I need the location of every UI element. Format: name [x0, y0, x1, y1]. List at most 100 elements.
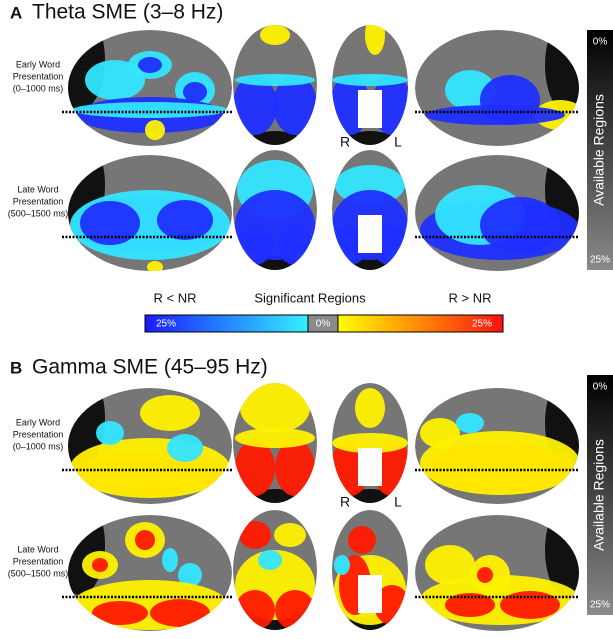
activation [235, 428, 315, 448]
brain-row: Late Word Presentation (500–1500 ms) R L [8, 494, 579, 631]
panel-letter: B [10, 358, 22, 377]
warm-bar [337, 314, 504, 333]
activation [96, 421, 124, 445]
brain-row: Early Word Presentation (0–1000 ms) [13, 383, 579, 504]
activation [334, 555, 350, 575]
row-label: Late Word [17, 184, 58, 194]
activation [240, 383, 310, 433]
activation [274, 523, 306, 547]
brain-view [332, 510, 408, 630]
activation [480, 197, 560, 253]
available-bottom: 25% [590, 600, 610, 611]
activation [348, 526, 376, 554]
activation [167, 434, 203, 462]
brain-view [233, 510, 317, 630]
shadow [340, 131, 400, 145]
activation [275, 440, 315, 496]
legend-center: Significant Regions [254, 290, 366, 305]
activation [445, 593, 495, 617]
activation [178, 563, 202, 587]
brain-view [68, 515, 232, 631]
available-top: 0% [593, 382, 608, 393]
activation [477, 567, 493, 583]
brain-row: Early Word Presentation (0–1000 ms) [13, 25, 579, 146]
activation [258, 550, 282, 570]
brain-view [233, 383, 317, 503]
activation [500, 591, 560, 619]
activation [235, 590, 275, 630]
activation [140, 395, 200, 431]
activation [80, 201, 140, 245]
available-label: Available Regions [591, 94, 607, 206]
activation [72, 102, 228, 118]
brain-view [415, 155, 579, 271]
activation [233, 75, 277, 135]
row-label: (0–1000 ms) [13, 441, 64, 451]
activation [150, 599, 210, 627]
activation [138, 57, 162, 73]
brain-row: Late Word Presentation (500–1500 ms) R L [8, 134, 579, 271]
panel: B Gamma SME (45–95 Hz) Early Word Presentat… [8, 356, 613, 631]
available-top: 0% [593, 37, 608, 48]
panel-title: Gamma SME (45–95 Hz) [32, 356, 268, 379]
row-label: Presentation [13, 556, 64, 566]
orientation-right: R [340, 494, 350, 510]
brain-view [68, 155, 232, 271]
row-label: Presentation [13, 196, 64, 206]
activation [275, 590, 315, 630]
brain-view [233, 25, 317, 145]
activation [237, 225, 273, 265]
activation [235, 440, 275, 496]
activation [135, 530, 155, 550]
activation [332, 74, 408, 86]
available-bottom: 25% [590, 255, 610, 266]
bar-label: 25% [156, 319, 176, 330]
brain-view [68, 388, 232, 504]
shadow [340, 489, 400, 503]
activation [157, 200, 213, 240]
activation [365, 25, 385, 55]
notch [358, 215, 382, 253]
brain-view [332, 150, 408, 270]
row-label: (500–1500 ms) [8, 208, 69, 218]
activation [85, 60, 145, 100]
notch [358, 575, 382, 613]
orientation-left: L [394, 134, 402, 150]
legend-right: R > NR [449, 290, 492, 305]
activation [456, 413, 484, 433]
brain-view [415, 388, 579, 504]
bar-label: 0% [316, 319, 331, 330]
orientation-left: L [394, 494, 402, 510]
panel-letter: A [10, 3, 22, 22]
panel: A Theta SME (3–8 Hz) Early Word Presentatio… [8, 1, 613, 271]
notch [358, 448, 382, 486]
activation [162, 548, 178, 572]
activation [425, 105, 565, 125]
bar-label: 25% [472, 319, 492, 330]
activation [420, 418, 460, 448]
activation [420, 431, 579, 495]
activation [239, 521, 271, 549]
legend-left: R < NR [154, 290, 197, 305]
row-label: Late Word [17, 544, 58, 554]
shadow [245, 131, 305, 145]
legend: R < NR Significant Regions R > NR 25% 0%… [144, 290, 504, 333]
row-label: Early Word [16, 417, 60, 427]
panel-title: Theta SME (3–8 Hz) [32, 1, 223, 24]
brain-view [415, 30, 579, 146]
notch [358, 90, 382, 128]
shadow [245, 489, 305, 503]
row-label: (500–1500 ms) [8, 568, 69, 578]
activation [273, 75, 317, 135]
brain-view [68, 30, 232, 146]
row-label: Presentation [13, 429, 64, 439]
activation [70, 438, 230, 498]
shadow [68, 515, 105, 595]
available-bar [587, 30, 613, 270]
brain-view [332, 383, 408, 503]
activation [147, 261, 163, 271]
activation [332, 433, 408, 453]
shadow [340, 256, 400, 270]
